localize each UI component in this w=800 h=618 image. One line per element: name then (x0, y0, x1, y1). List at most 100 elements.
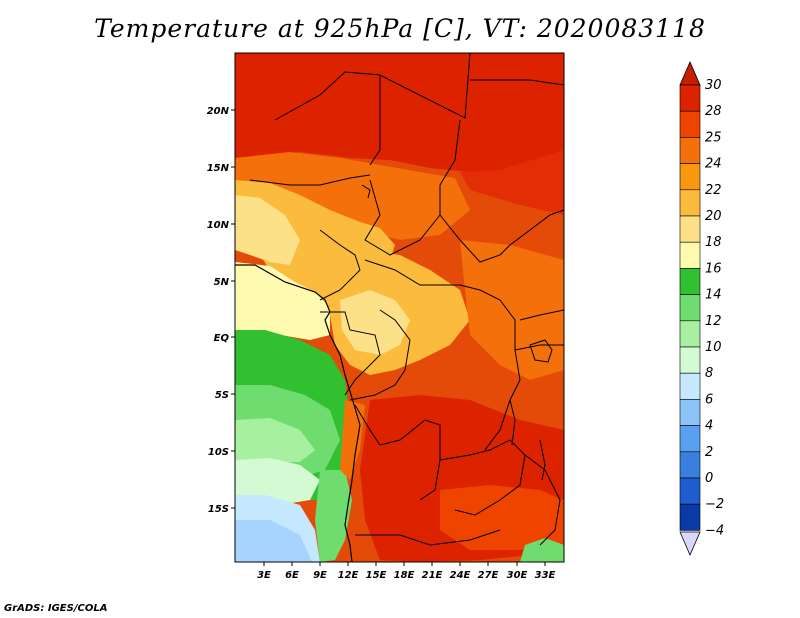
latitude-axis: 20N 15N 10N 5N EQ 5S 10S 15S (207, 106, 235, 515)
colorbar-swatch (679, 399, 701, 426)
region-south-orange (440, 485, 564, 550)
boundary-ethiopia (509, 209, 564, 246)
lon-label: 18E (394, 570, 415, 581)
lake-malawi (539, 439, 546, 481)
lon-label: 15E (366, 570, 387, 581)
colorbar-bottom-arrow (679, 531, 701, 557)
lon-tick: 15E (366, 562, 387, 581)
colorbar-swatch (679, 425, 701, 453)
colorbar-swatch (679, 346, 701, 374)
boundary-chad-car (364, 179, 441, 256)
boundary-niger-nigeria (249, 174, 371, 186)
lon-label: 6E (285, 570, 299, 581)
lon-tick: 30E (507, 562, 528, 581)
boundary-nigeria-cameroon (319, 229, 361, 301)
lon-label: 24E (450, 570, 471, 581)
lon-tick: 18E (394, 562, 415, 581)
lat-tick: 15N (207, 163, 235, 174)
colorbar-label: −4 (705, 523, 724, 538)
boundary-drc-west (349, 309, 411, 401)
lat-label: 5N (214, 277, 230, 288)
lon-tick: 3E (257, 562, 271, 581)
region-atlantic-deeper-blue (235, 520, 312, 562)
colorbar-label: 4 (705, 419, 713, 434)
lon-label: 21E (422, 570, 443, 581)
colorbar-label: 10 (705, 340, 722, 355)
lat-label: EQ (214, 333, 230, 344)
country-boundaries (235, 53, 564, 562)
boundary-car-drc (364, 259, 481, 291)
lat-tick: 15S (208, 504, 235, 515)
lat-label: 15N (207, 163, 230, 174)
lat-tick: 5S (215, 390, 235, 401)
colorbar-label: 14 (705, 288, 722, 303)
temperature-field (235, 53, 564, 562)
longitude-axis: 3E 6E 9E 12E 15E 18E 21E 24E 27E 30E 33E (257, 562, 556, 581)
boundary-drc-east (479, 289, 521, 451)
boundary-egypt-sudan (470, 79, 564, 86)
colorbar-label: 20 (705, 209, 722, 224)
lon-tick: 33E (535, 562, 556, 581)
colorbar-label: 2 (705, 445, 713, 460)
colorbar-label: 18 (705, 235, 722, 250)
region-gulf-guinea (235, 262, 330, 340)
lon-tick: 24E (450, 562, 471, 581)
colorbar-swatch (679, 215, 701, 243)
region-southern-tip-green (520, 538, 564, 562)
region-coastal-green (315, 470, 352, 562)
lon-tick: 9E (313, 562, 327, 581)
colorbar-label: 30 (705, 78, 722, 93)
boundary-libya-chad (379, 53, 471, 119)
colorbar-label: 8 (705, 366, 713, 381)
lat-label: 20N (207, 106, 230, 117)
lon-label: 12E (338, 570, 359, 581)
colorbar-swatch (679, 477, 701, 505)
lake-tanganyika (509, 399, 516, 446)
boundary-mozambique (524, 454, 561, 546)
lake-victoria (529, 339, 553, 363)
boundary-namibia (355, 529, 501, 546)
grads-credit: GrADS: IGES/COLA (4, 603, 108, 614)
boundary-congo-gabon (320, 311, 381, 396)
lat-label: 10N (207, 220, 230, 231)
colorbar-label: 25 (705, 130, 722, 145)
lat-label: 10S (208, 447, 229, 458)
colorbar-swatch (679, 163, 701, 191)
colorbar-label: 0 (705, 471, 713, 486)
lat-tick: 20N (207, 106, 235, 117)
boundary-tanzania (514, 344, 564, 351)
coastline-west-africa (235, 264, 361, 562)
lon-label: 9E (313, 570, 327, 581)
lon-label: 27E (478, 570, 499, 581)
colorbar-swatch (679, 451, 701, 479)
lon-tick: 6E (285, 562, 299, 581)
boundary-algeria-niger (274, 71, 381, 166)
region-yellow-west (235, 195, 300, 265)
colorbar-swatch (679, 137, 701, 164)
colorbar-label: 22 (705, 183, 722, 198)
map-title: Temperature at 925hPa [C], VT: 202008311… (94, 14, 706, 43)
colorbar-label: −2 (705, 497, 724, 512)
colorbar-top-arrow (679, 60, 701, 86)
colorbar-label: 12 (705, 314, 722, 329)
colorbar-swatch (679, 189, 701, 217)
lon-tick: 21E (422, 562, 443, 581)
lat-tick: 10S (208, 447, 235, 458)
colorbar-swatch (679, 372, 701, 400)
lat-label: 15S (208, 504, 229, 515)
colorbar-swatch (679, 294, 701, 322)
lon-label: 30E (507, 570, 528, 581)
colorbar-label: 28 (705, 104, 722, 119)
colorbar-label: 6 (705, 392, 713, 407)
region-sahel (235, 152, 470, 240)
boundary-sudan-chad (439, 119, 511, 263)
region-atlantic-teal (235, 458, 320, 505)
lon-label: 3E (257, 570, 271, 581)
colorbar-swatch (679, 320, 701, 348)
map-frame (234, 52, 565, 563)
colorbar-label: 16 (705, 261, 722, 276)
region-hot-north (235, 53, 564, 185)
